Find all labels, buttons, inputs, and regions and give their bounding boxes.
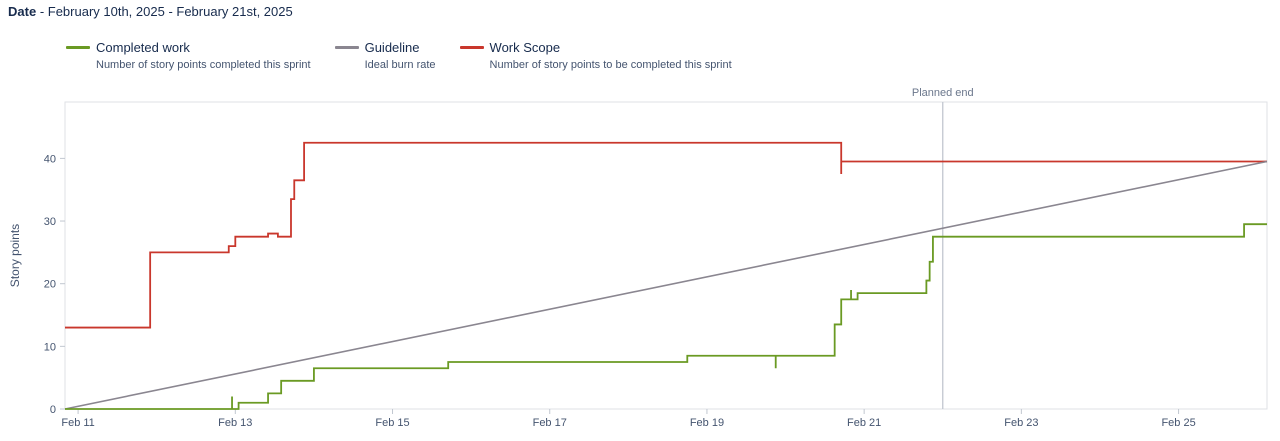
x-tick-label: Feb 19 [690, 417, 724, 429]
legend-item-work-scope[interactable]: Work Scope Number of story points to be … [459, 40, 732, 71]
legend-description: Number of story points completed this sp… [96, 59, 311, 71]
x-tick-label: Feb 11 [61, 417, 94, 429]
y-axis-title: Story points [8, 224, 22, 287]
date-label: Date [8, 4, 37, 19]
legend-label: Completed work [96, 40, 190, 55]
work-scope-line[interactable] [65, 141, 1267, 329]
date-range-header: Date - February 10th, 2025 - February 21… [8, 4, 293, 19]
x-tick-label: Feb 23 [1004, 417, 1038, 429]
planned-end-label: Planned end [912, 87, 974, 99]
completed-work-line[interactable] [65, 223, 1267, 410]
legend-swatch-work-scope [459, 46, 484, 49]
y-tick-label: 0 [50, 404, 56, 416]
date-range-value: - February 10th, 2025 - February 21st, 2… [39, 4, 293, 19]
legend-description: Ideal burn rate [364, 59, 436, 71]
y-tick-label: 40 [44, 153, 56, 165]
y-tick-label: 10 [44, 341, 56, 353]
y-tick-label: 30 [44, 216, 56, 228]
legend-item-completed-work[interactable]: Completed work Number of story points co… [66, 40, 311, 71]
x-tick-label: Feb 15 [375, 417, 409, 429]
x-tick-label: Feb 21 [847, 417, 881, 429]
y-tick-label: 20 [44, 279, 56, 291]
x-tick-label: Feb 13 [218, 417, 252, 429]
legend-swatch-guideline [334, 46, 359, 49]
x-tick-label: Feb 17 [533, 417, 567, 429]
legend-description: Number of story points to be completed t… [489, 59, 732, 71]
legend-label: Guideline [364, 40, 420, 55]
guideline-line[interactable] [64, 160, 1268, 410]
plot-frame [64, 101, 1268, 410]
legend-label: Work Scope [489, 40, 561, 55]
legend-item-guideline[interactable]: Guideline Ideal burn rate [334, 40, 436, 71]
x-tick-label: Feb 25 [1161, 417, 1195, 429]
legend-swatch-completed-work [66, 46, 90, 49]
chart-legend: Completed work Number of story points co… [66, 40, 756, 71]
